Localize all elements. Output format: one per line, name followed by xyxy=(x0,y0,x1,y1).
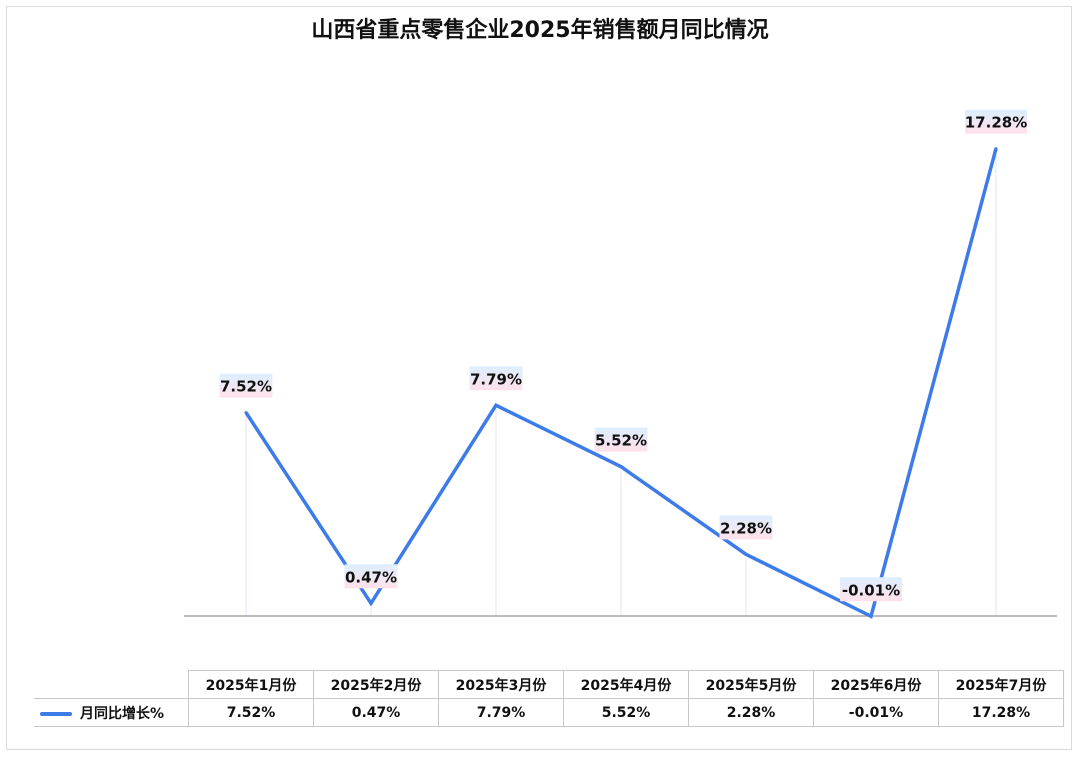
legend-item: 月同比增长% xyxy=(34,698,189,727)
table-value-cell: 2.28% xyxy=(688,698,814,727)
legend-label: 月同比增长% xyxy=(80,705,165,722)
data-label: 17.28% xyxy=(965,114,1027,132)
table-header-cell: 2025年6月份 xyxy=(813,670,939,699)
table-header-row: 2025年1月份 2025年2月份 2025年3月份 2025年4月份 2025年5月份… xyxy=(34,670,1064,699)
data-label: 0.47% xyxy=(345,568,397,586)
table-header-cell: 2025年4月份 xyxy=(563,670,689,699)
table-header-cell: 2025年7月份 xyxy=(938,670,1064,699)
data-point xyxy=(869,614,873,618)
table-header-cell: 2025年3月份 xyxy=(438,670,564,699)
data-label: 5.52% xyxy=(595,432,647,450)
table-header-cell: 2025年5月份 xyxy=(688,670,814,699)
table-value-cell: 7.52% xyxy=(188,698,314,727)
data-label: -0.01% xyxy=(842,581,900,599)
data-point xyxy=(994,147,998,151)
table-header-cell: 2025年1月份 xyxy=(188,670,314,699)
chart-title: 山西省重点零售企业2025年销售额月同比情况 xyxy=(311,18,769,43)
table-value-row: 月同比增长% 7.52% 0.47% 7.79% 5.52% 2.28% -0.01% 17… xyxy=(34,698,1064,727)
table-header-cell: 2025年2月份 xyxy=(313,670,439,699)
data-label-bg xyxy=(344,564,398,589)
legend-line-swatch xyxy=(40,711,72,716)
table-value-cell: 17.28% xyxy=(938,698,1064,727)
chart-frame xyxy=(6,6,1072,750)
data-label-bg xyxy=(719,515,773,540)
table-corner xyxy=(34,670,189,699)
data-label-bg xyxy=(840,577,902,602)
data-label: 2.28% xyxy=(720,519,772,537)
data-point xyxy=(744,552,748,556)
table-value-cell: -0.01% xyxy=(813,698,939,727)
data-label-bg xyxy=(219,373,273,398)
data-point xyxy=(619,465,623,469)
data-point xyxy=(244,411,248,415)
table-value-cell: 0.47% xyxy=(313,698,439,727)
data-label-bg xyxy=(469,366,523,391)
table-value-cell: 5.52% xyxy=(563,698,689,727)
table-value-cell: 7.79% xyxy=(438,698,564,727)
data-label: 7.79% xyxy=(470,370,522,388)
data-table: 2025年1月份 2025年2月份 2025年3月份 2025年4月份 2025年5月份… xyxy=(34,670,1064,727)
data-label: 7.52% xyxy=(220,378,272,396)
data-label-bg xyxy=(965,109,1027,134)
data-point xyxy=(369,601,373,605)
data-point xyxy=(494,403,498,407)
data-label-bg xyxy=(594,427,648,452)
